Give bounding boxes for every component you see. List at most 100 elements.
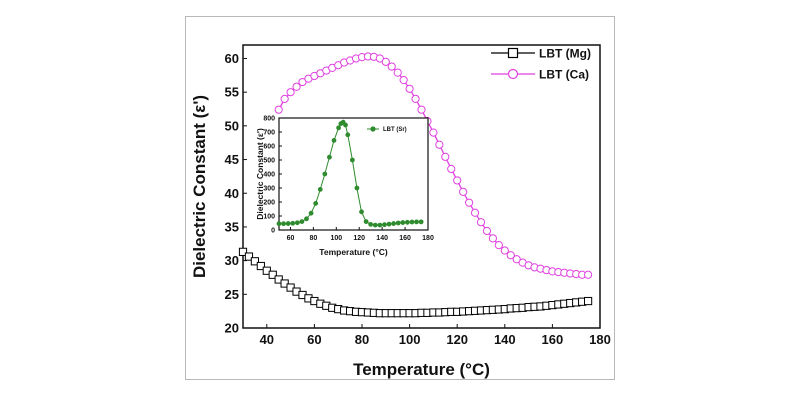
main-data-point: [447, 164, 456, 174]
main-data-point: [238, 247, 248, 256]
main-data-point: [441, 152, 450, 161]
main-x-tick-label: 60: [307, 332, 321, 347]
main-data-point: [459, 187, 468, 196]
inset-data-point: [363, 219, 369, 225]
inset-data-point: [308, 210, 314, 216]
main-x-tick-label: 160: [542, 332, 564, 347]
main-data-point: [274, 105, 283, 114]
inset-x-axis-title: Temperature (°C): [319, 247, 388, 257]
inset-x-tick-label: 160: [399, 235, 411, 242]
inset-data-point: [299, 219, 305, 225]
main-data-point: [482, 226, 492, 236]
main-legend-marker: [507, 47, 519, 59]
inset-x-tick-label: 60: [287, 235, 295, 242]
main-data-point: [256, 261, 265, 271]
main-data-point: [584, 270, 593, 279]
main-data-point: [506, 251, 515, 260]
inset-y-tick-label: 700: [263, 129, 275, 136]
inset-data-point: [354, 185, 360, 191]
inset-plot-frame: [278, 117, 429, 231]
main-legend-marker: [507, 68, 519, 80]
main-data-point: [244, 252, 254, 261]
inset-data-point: [404, 219, 410, 225]
inset-legend-label: LBT (Sr): [383, 127, 407, 133]
main-x-tick-label: 140: [494, 332, 516, 347]
main-x-axis-title: Temperature (°C): [353, 360, 490, 379]
figure-frame: 40 60 80 100 120 140 160 180 20 25 30 35 40 45 50 55 60 T…: [185, 16, 615, 380]
main-data-point: [470, 208, 480, 217]
inset-data-point: [409, 219, 415, 225]
inset-x-tick-label: 120: [353, 235, 365, 242]
main-y-axis-title: Dielectric Constant (ε'): [190, 95, 209, 278]
inset-data-point: [345, 132, 351, 138]
main-y-tick-label: 25: [225, 287, 239, 302]
inset-y-tick-label: 300: [263, 185, 275, 192]
main-y-tick-label: 45: [225, 152, 239, 167]
main-legend-label: LBT (Mg): [539, 46, 591, 60]
inset-legend-marker: [370, 126, 376, 132]
inset-data-point: [317, 187, 323, 192]
main-y-tick-label: 40: [225, 186, 239, 201]
main-data-point: [381, 57, 390, 66]
main-data-point: [387, 62, 396, 71]
chart-svg: 40 60 80 100 120 140 160 180 20 25 30 35 40 45 50 55 60 T…: [190, 44, 611, 379]
main-data-point: [435, 140, 444, 149]
main-data-point: [375, 54, 384, 63]
inset-data-point: [359, 209, 364, 215]
inset-data-point: [377, 222, 383, 228]
inset-data-point: [313, 201, 319, 206]
inset-y-tick-label: 100: [263, 213, 275, 220]
inset-y-axis-title: Dielectric Constant (ε'): [255, 128, 265, 220]
main-data-point: [429, 128, 438, 137]
inset-y-tick-label: 600: [263, 143, 275, 150]
inset-data-point: [343, 122, 348, 128]
main-y-tick-label: 50: [225, 118, 239, 133]
main-x-tick-label: 180: [589, 332, 611, 347]
inset-x-tick-label: 80: [309, 235, 317, 242]
inset-data-point: [276, 221, 282, 227]
main-x-tick-label: 120: [446, 332, 468, 347]
main-data-point: [476, 218, 486, 227]
main-data-point: [488, 234, 497, 243]
inset-y-tick-label: 400: [263, 171, 275, 178]
inset-data-point: [304, 216, 309, 222]
inset-y-tick-label: 500: [263, 157, 275, 164]
inset-data-point: [372, 222, 378, 228]
inset-x-tick-label: 140: [376, 235, 388, 242]
main-data-point: [399, 75, 408, 85]
inset-data-point: [294, 220, 300, 226]
main-data-point: [500, 246, 509, 255]
inset-x-tick-label: 100: [330, 235, 342, 242]
inset-y-tick-label: 0: [271, 227, 275, 234]
main-data-point: [292, 82, 301, 91]
inset-data-point: [400, 220, 406, 225]
inset-data-point: [285, 221, 291, 226]
inset-y-tick-label: 800: [263, 115, 275, 122]
main-y-tick-label: 35: [225, 219, 239, 234]
inset-data-point: [331, 138, 337, 143]
main-x-tick-label: 80: [355, 332, 369, 347]
main-data-point: [286, 88, 295, 97]
inset-data-point: [382, 222, 387, 228]
main-data-point: [411, 94, 420, 104]
main-y-tick-label: 60: [225, 51, 239, 66]
main-y-tick-label: 30: [225, 253, 239, 268]
main-x-tick-label: 40: [260, 332, 274, 347]
inset-data-point: [322, 171, 328, 177]
main-data-point: [494, 241, 503, 250]
main-data-point: [465, 198, 474, 207]
inset-data-point: [386, 221, 392, 227]
inset-y-tick-label: 200: [263, 199, 275, 206]
inset-data-point: [414, 219, 419, 225]
inset-data-point: [368, 222, 374, 227]
main-data-point: [405, 84, 414, 93]
main-data-point: [453, 176, 462, 185]
inset-data-point: [391, 221, 397, 226]
main-data-point: [417, 105, 426, 114]
main-data-point: [393, 68, 402, 77]
inset-data-point: [395, 220, 401, 226]
inset-data-point: [327, 154, 332, 160]
inset-data-point: [349, 157, 355, 163]
main-y-tick-label: 55: [225, 85, 239, 100]
inset-data-point: [336, 125, 342, 131]
